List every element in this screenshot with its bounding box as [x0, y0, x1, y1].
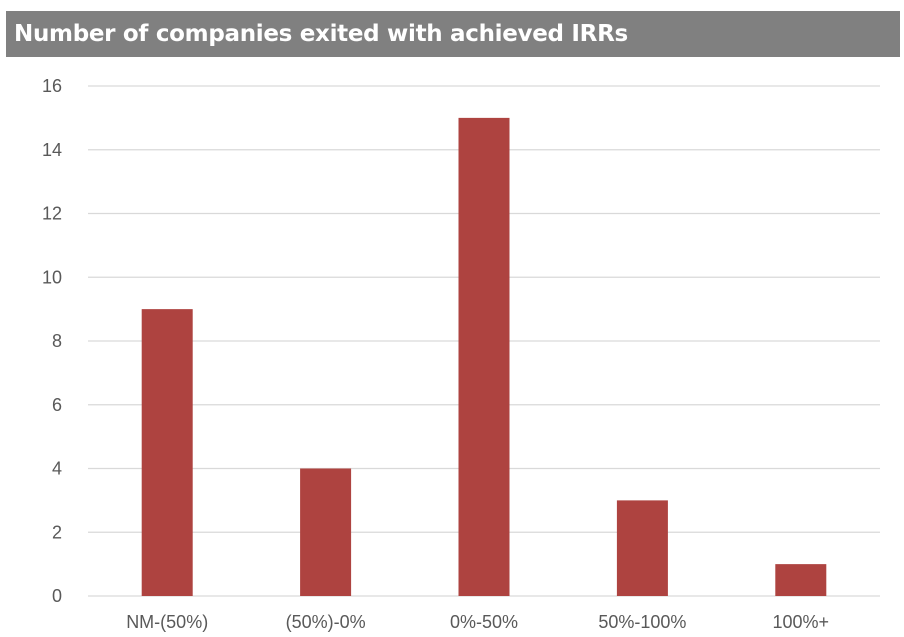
y-tick-label: 10	[42, 267, 62, 287]
y-tick-label: 8	[52, 331, 62, 351]
y-tick-label: 2	[52, 522, 62, 542]
x-tick-label: NM-(50%)	[126, 612, 208, 632]
x-tick-label: 100%+	[773, 612, 830, 632]
chart-title: Number of companies exited with achieved…	[14, 21, 628, 47]
x-tick-label: 50%-100%	[598, 612, 686, 632]
y-tick-label: 0	[52, 586, 62, 606]
y-tick-label: 16	[42, 76, 62, 96]
bar	[458, 117, 510, 596]
x-axis-tick-labels: NM-(50%) (50%)-0% 0%-50% 50%-100% 100%+	[126, 612, 829, 632]
y-axis-tick-labels: 0 2 4 6 8 10 12 14 16	[42, 76, 62, 606]
x-tick-label: (50%)-0%	[286, 612, 366, 632]
bar	[300, 468, 352, 596]
y-tick-label: 6	[52, 395, 62, 415]
chart-title-bar: Number of companies exited with achieved…	[6, 11, 900, 57]
y-tick-label: 14	[42, 140, 62, 160]
bar	[141, 309, 193, 596]
bar	[775, 564, 827, 596]
y-tick-label: 4	[52, 459, 62, 479]
bars	[141, 117, 827, 596]
y-tick-label: 12	[42, 204, 62, 224]
x-tick-label: 0%-50%	[450, 612, 518, 632]
bar	[616, 500, 668, 596]
